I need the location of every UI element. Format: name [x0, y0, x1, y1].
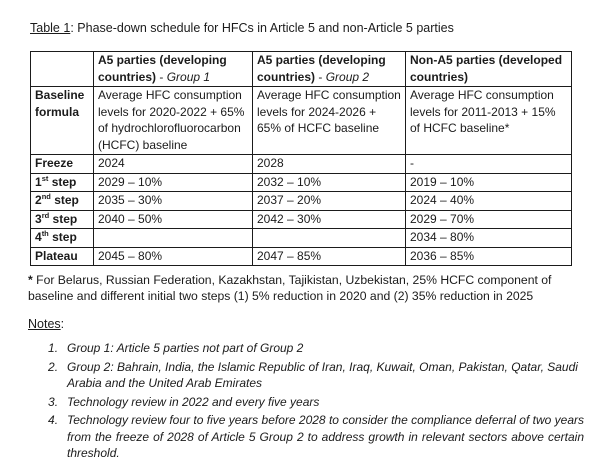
notes-heading-colon: :: [60, 317, 65, 331]
value-cell: 2042 – 30%: [252, 209, 406, 229]
value-cell: 2037 – 20%: [252, 191, 406, 211]
value-cell: 2029 – 10%: [93, 172, 253, 192]
note-item: Technology review in 2022 and every five…: [48, 394, 320, 410]
value-cell: 2045 – 80%: [93, 246, 253, 266]
value-cell: 2024: [93, 154, 253, 174]
value-cell: 2035 – 30%: [93, 191, 253, 211]
table-row: Freeze 2024 2028-: [30, 154, 572, 174]
value-cell: Average HFC consumption levels for 2011-…: [405, 86, 572, 155]
table-header-row: A5 parties (developing countries) - Grou…: [30, 51, 572, 87]
phase-down-table: A5 parties (developing countries) - Grou…: [30, 51, 572, 266]
notes-heading-label: Notes: [28, 317, 61, 331]
table-row: 4th step 2034 – 80%: [30, 228, 572, 248]
row-label-cell: 2nd step: [30, 191, 94, 211]
value-cell: 2047 – 85%: [252, 246, 406, 266]
table-caption-text: Phase-down schedule for HFCs in Article …: [77, 21, 454, 35]
column-header: A5 parties (developing countries) - Grou…: [93, 51, 253, 87]
table-row: 2nd step 2035 – 30% 2037 – 20% 2024 – 40%: [30, 191, 572, 211]
note-item: Group 1: Article 5 parties not part of G…: [48, 340, 304, 356]
row-label-cell: 4th step: [30, 228, 94, 248]
footnote-asterisk: *: [28, 273, 33, 287]
column-header: Non-A5 parties (developed countries): [405, 51, 572, 87]
notes-heading: Notes:: [28, 317, 584, 331]
row-label-cell: Plateau: [30, 246, 94, 266]
table-footnote: * For Belarus, Russian Federation, Kazak…: [28, 273, 584, 304]
value-cell: Average HFC consumption levels for 2020-…: [93, 86, 253, 155]
corner-cell: [30, 51, 94, 87]
table-caption: Table 1: Phase-down schedule for HFCs in…: [30, 21, 584, 36]
table-row: Plateau 2045 – 80% 2047 – 85% 2036 – 85%: [30, 246, 572, 266]
row-label-cell: 1st step: [30, 172, 94, 192]
value-cell: 2029 – 70%: [405, 209, 572, 229]
value-cell: 2036 – 85%: [405, 246, 572, 266]
footnote-text: For Belarus, Russian Federation, Kazakhs…: [28, 273, 552, 303]
value-cell: 2032 – 10%: [252, 172, 406, 192]
value-cell: [252, 228, 406, 248]
table-caption-label: Table 1: [30, 21, 71, 35]
column-header: A5 parties (developing countries) - Grou…: [252, 51, 406, 87]
value-cell: 2024 – 40%: [405, 191, 572, 211]
row-label-cell: Baseline formula: [30, 86, 94, 155]
row-label-cell: 3rd step: [30, 209, 94, 229]
notes-list: Group 1: Article 5 parties not part of G…: [28, 340, 584, 462]
note-item: Group 2: Bahrain, India, the Islamic Rep…: [48, 359, 578, 391]
value-cell: 2040 – 50%: [93, 209, 253, 229]
value-cell: 2034 – 80%: [405, 228, 572, 248]
value-cell: 2019 – 10%: [405, 172, 572, 192]
value-cell: [93, 228, 253, 248]
value-cell: Average HFC consumption levels for 2024-…: [252, 86, 406, 155]
value-cell: 2028: [252, 154, 406, 174]
table-row: 1st step 2029 – 10% 2032 – 10% 2019 – 10%: [30, 172, 572, 192]
row-label-cell: Freeze: [30, 154, 94, 174]
value-cell: -: [405, 154, 572, 174]
note-item: Technology review four to five years bef…: [48, 412, 584, 460]
table-row: 3rd step 2040 – 50% 2042 – 30% 2029 – 70%: [30, 209, 572, 229]
phase-down-table-body: A5 parties (developing countries) - Grou…: [30, 51, 572, 266]
table-row: Baseline formula Average HFC consumption …: [30, 86, 572, 155]
table-caption-colon: :: [70, 21, 74, 35]
